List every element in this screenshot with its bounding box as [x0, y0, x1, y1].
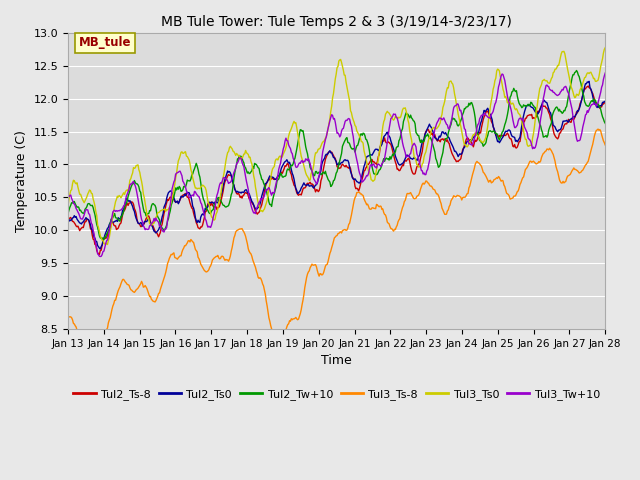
X-axis label: Time: Time: [321, 354, 352, 367]
Y-axis label: Temperature (C): Temperature (C): [15, 130, 28, 232]
Legend: Tul2_Ts-8, Tul2_Ts0, Tul2_Tw+10, Tul3_Ts-8, Tul3_Ts0, Tul3_Tw+10: Tul2_Ts-8, Tul2_Ts0, Tul2_Tw+10, Tul3_Ts…: [69, 384, 604, 405]
Title: MB Tule Tower: Tule Temps 2 & 3 (3/19/14-3/23/17): MB Tule Tower: Tule Temps 2 & 3 (3/19/14…: [161, 15, 512, 29]
Text: MB_tule: MB_tule: [79, 36, 131, 49]
